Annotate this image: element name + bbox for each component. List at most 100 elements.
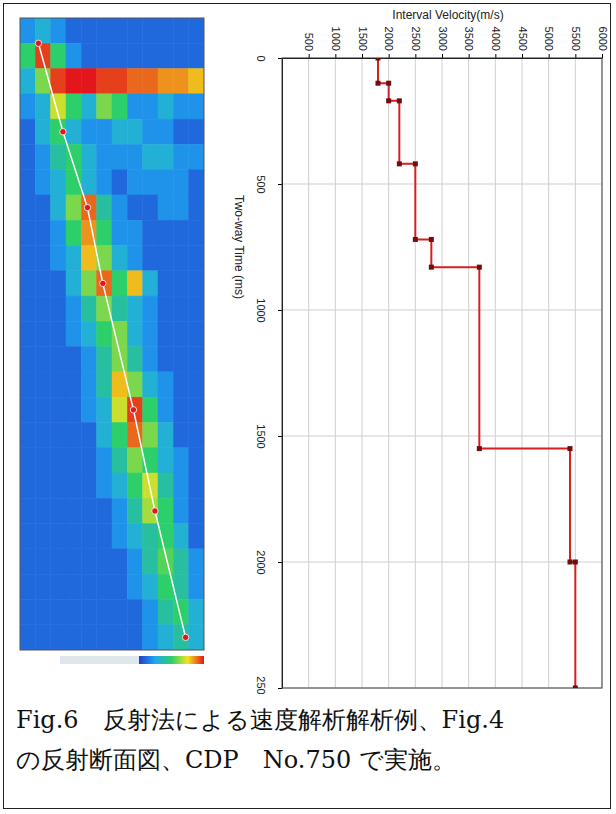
- semblance-cell: [127, 347, 142, 372]
- vertex-marker: [376, 58, 381, 61]
- tick-mark: [362, 54, 363, 58]
- grid-line: [362, 58, 363, 688]
- semblance-cell: [127, 625, 142, 650]
- semblance-cell: [35, 574, 50, 599]
- semblance-cell: [51, 271, 66, 296]
- semblance-cell: [158, 69, 173, 94]
- colorbar: [139, 656, 204, 664]
- semblance-cell: [127, 94, 142, 119]
- plot-frame: [282, 58, 602, 688]
- semblance-cell: [97, 220, 112, 245]
- semblance-cell: [189, 524, 204, 549]
- semblance-cell: [189, 271, 204, 296]
- semblance-cell: [158, 144, 173, 169]
- pick-point: [100, 280, 106, 286]
- semblance-cell: [112, 18, 127, 43]
- semblance-cell: [35, 321, 50, 346]
- semblance-cell: [35, 18, 50, 43]
- semblance-cell: [158, 448, 173, 473]
- semblance-cell: [112, 549, 127, 574]
- semblance-cell: [189, 296, 204, 321]
- semblance-cell: [173, 397, 188, 422]
- semblance-cell: [66, 321, 81, 346]
- vertex-marker: [386, 98, 391, 103]
- semblance-cell: [51, 574, 66, 599]
- semblance-cell: [112, 422, 127, 447]
- semblance-cell: [143, 549, 158, 574]
- semblance-cell: [35, 43, 50, 68]
- vertex-marker: [573, 560, 578, 565]
- vertex-marker: [429, 237, 434, 242]
- semblance-cell: [20, 195, 35, 220]
- tick-mark: [278, 562, 282, 563]
- semblance-cell: [173, 220, 188, 245]
- semblance-cell: [97, 195, 112, 220]
- semblance-cell: [20, 43, 35, 68]
- semblance-cell: [97, 69, 112, 94]
- tick-mark: [278, 436, 282, 437]
- semblance-cell: [20, 94, 35, 119]
- semblance-cell: [158, 195, 173, 220]
- tick-label: 2500: [410, 27, 422, 51]
- semblance-cell: [158, 625, 173, 650]
- tick-label: 3000: [437, 27, 449, 51]
- semblance-cell: [35, 144, 50, 169]
- tick-label: 5500: [570, 27, 582, 51]
- semblance-cell: [66, 296, 81, 321]
- semblance-cell: [189, 94, 204, 119]
- semblance-cell: [81, 372, 96, 397]
- semblance-cell: [127, 246, 142, 271]
- semblance-cell: [158, 94, 173, 119]
- semblance-cell: [35, 549, 50, 574]
- semblance-cell: [20, 321, 35, 346]
- velocity-line: [378, 58, 575, 688]
- tick: 2500: [410, 27, 422, 58]
- semblance-cell: [97, 321, 112, 346]
- semblance-cell: [173, 119, 188, 144]
- semblance-cell: [189, 69, 204, 94]
- tick: 2000: [255, 550, 282, 574]
- semblance-cell: [51, 18, 66, 43]
- semblance-cell: [158, 422, 173, 447]
- semblance-cell: [173, 296, 188, 321]
- semblance-cell: [173, 43, 188, 68]
- semblance-cell: [51, 220, 66, 245]
- tick-mark: [495, 54, 496, 58]
- semblance-cell: [112, 220, 127, 245]
- semblance-cell: [158, 473, 173, 498]
- chart-svg: 5001000150020002500300035004000450050005…: [4, 4, 610, 694]
- vertex-marker: [477, 446, 482, 451]
- semblance-cell: [20, 246, 35, 271]
- semblance-cell: [97, 347, 112, 372]
- semblance-cell: [143, 473, 158, 498]
- tick-label: 500: [303, 33, 315, 51]
- semblance-cell: [81, 246, 96, 271]
- semblance-cell: [189, 498, 204, 523]
- tick-label: 3500: [463, 27, 475, 51]
- semblance-cell: [35, 422, 50, 447]
- semblance-cell: [189, 170, 204, 195]
- tick-mark: [575, 54, 576, 58]
- tick: 4500: [517, 27, 529, 58]
- semblance-cell: [51, 321, 66, 346]
- vertex-marker: [397, 98, 402, 103]
- semblance-cell: [97, 94, 112, 119]
- semblance-cell: [66, 524, 81, 549]
- semblance-cell: [189, 321, 204, 346]
- semblance-cell: [189, 246, 204, 271]
- semblance-cell: [20, 473, 35, 498]
- axis-title: Interval Velocity(m/s): [392, 8, 503, 22]
- grid-line: [282, 184, 602, 185]
- semblance-cell: [97, 144, 112, 169]
- semblance-cell: [112, 170, 127, 195]
- grid-line: [282, 562, 602, 563]
- semblance-cell: [35, 246, 50, 271]
- tick-label: 500: [255, 175, 267, 193]
- pick-point: [130, 407, 136, 413]
- semblance-cell: [81, 18, 96, 43]
- semblance-cell: [158, 170, 173, 195]
- semblance-cell: [112, 195, 127, 220]
- semblance-cell: [97, 448, 112, 473]
- semblance-cell: [173, 372, 188, 397]
- semblance-cell: [35, 397, 50, 422]
